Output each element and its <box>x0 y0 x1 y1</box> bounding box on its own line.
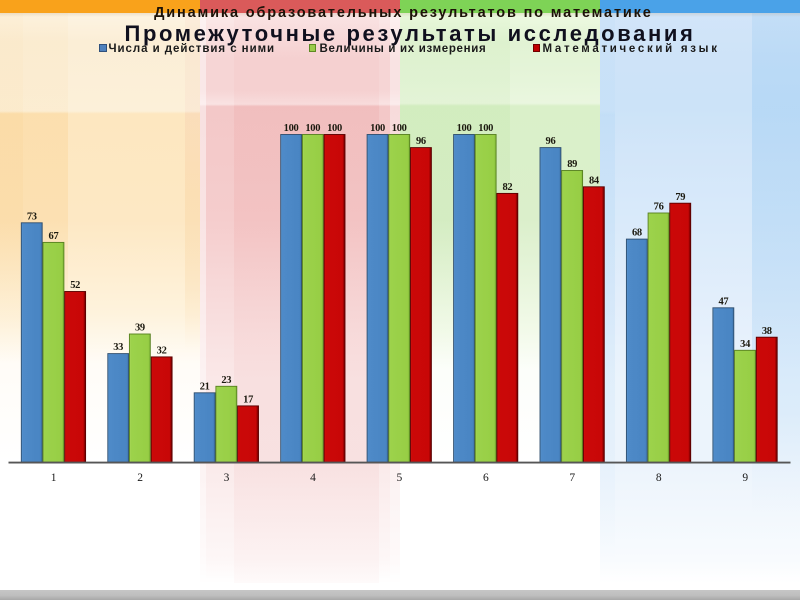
svg-text:68: 68 <box>632 228 642 239</box>
svg-text:73: 73 <box>27 211 37 222</box>
svg-text:100: 100 <box>305 123 320 134</box>
svg-text:100: 100 <box>370 123 385 134</box>
svg-text:23: 23 <box>221 375 231 386</box>
svg-text:5: 5 <box>397 472 403 484</box>
svg-text:47: 47 <box>718 296 728 307</box>
svg-text:21: 21 <box>200 381 210 392</box>
svg-text:96: 96 <box>546 136 556 147</box>
svg-text:33: 33 <box>113 342 123 353</box>
svg-text:4: 4 <box>310 472 316 484</box>
svg-text:7: 7 <box>569 472 575 484</box>
svg-text:6: 6 <box>483 472 489 484</box>
svg-text:100: 100 <box>457 123 472 134</box>
svg-text:100: 100 <box>327 123 342 134</box>
svg-text:89: 89 <box>567 159 577 170</box>
svg-text:39: 39 <box>135 323 145 334</box>
svg-text:76: 76 <box>654 202 664 213</box>
svg-text:100: 100 <box>478 123 493 134</box>
svg-text:52: 52 <box>70 280 80 291</box>
svg-text:34: 34 <box>740 339 751 350</box>
svg-text:84: 84 <box>589 175 600 186</box>
svg-text:9: 9 <box>742 472 748 484</box>
svg-text:79: 79 <box>675 192 685 203</box>
svg-text:96: 96 <box>416 136 426 147</box>
svg-text:38: 38 <box>762 326 772 337</box>
svg-text:1: 1 <box>51 472 57 484</box>
svg-text:3: 3 <box>224 472 230 484</box>
svg-text:100: 100 <box>392 123 407 134</box>
svg-text:32: 32 <box>157 346 167 357</box>
svg-text:82: 82 <box>502 182 512 193</box>
svg-text:17: 17 <box>243 395 253 406</box>
svg-text:8: 8 <box>656 472 662 484</box>
svg-text:67: 67 <box>49 231 59 242</box>
svg-text:100: 100 <box>284 123 299 134</box>
svg-text:2: 2 <box>137 472 143 484</box>
